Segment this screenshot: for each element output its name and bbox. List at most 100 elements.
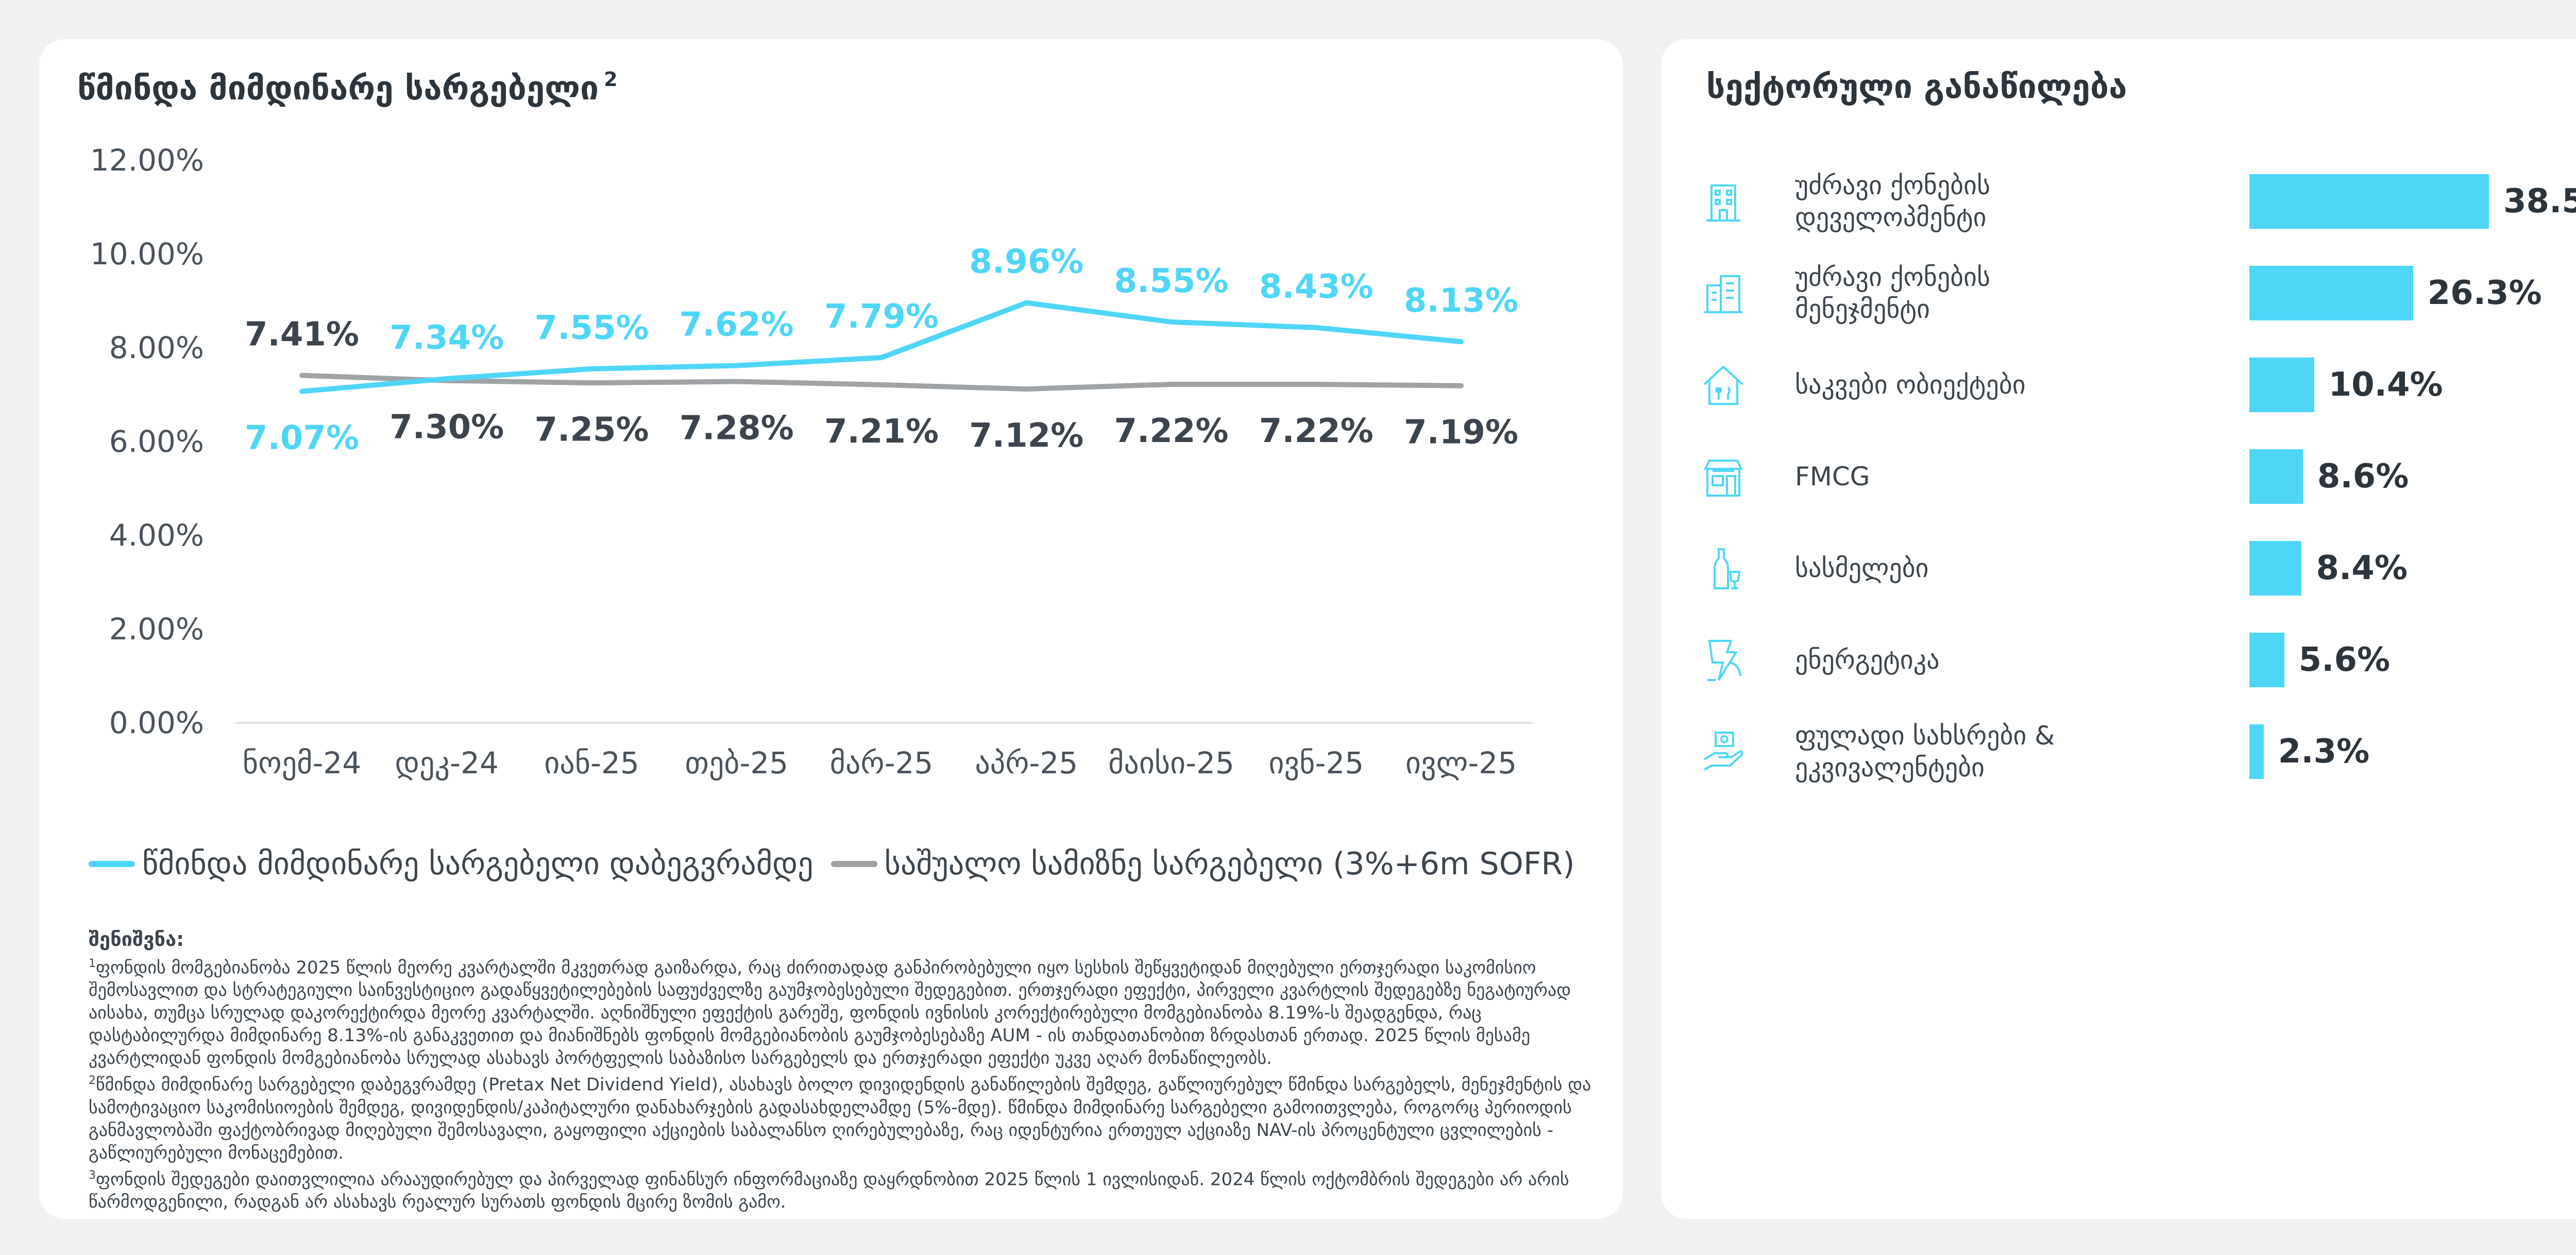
legend-item-target-yield: საშუალო სამიზნე სარგებელი (3%+6m SOFR) [831,846,1575,882]
series-line-target-yield [299,372,1464,392]
data-label-net-yield: 7.62% [680,306,794,344]
data-label-net-yield: 8.55% [1114,262,1228,300]
y-tick-label: 4.00% [109,518,204,553]
sector-bar [2249,449,2303,504]
footnote-1-text: ფონდის მომგებიანობა 2025 წლის მეორე კვარ… [89,957,1571,1069]
sector-bar [2249,541,2302,596]
y-tick-label: 8.00% [109,330,204,365]
legend-swatch-target-yield [831,861,877,867]
data-label-target-yield: 7.21% [824,413,939,451]
sector-value: 26.3% [2427,274,2542,312]
x-tick-label: აპრ-25 [975,745,1078,781]
legend-item-net-yield: წმინდა მიმდინარე სარგებელი დაბეგვრამდე [89,846,814,882]
yield-line-chart: 0.00% 2.00% 4.00% 6.00% 8.00% 10.00% 12.00% ნო… [90,143,1533,781]
data-label-target-yield: 7.19% [1404,414,1518,452]
sector-label: უძრავი ქონების მენეჯმენტი [1795,262,1991,324]
sector-card-title: სექტორული განაწილება [1706,68,2127,106]
buildings-icon [1704,275,1742,313]
sector-bar [2249,358,2314,412]
y-tick-label: 6.00% [109,424,204,459]
chart-card-title: წმინდა მიმდინარე სარგებელი 2 [77,68,618,108]
data-label-target-yield: 7.22% [1259,412,1374,450]
sector-value: 2.3% [2278,733,2370,771]
legend-swatch-net-yield [89,861,135,867]
data-label-target-yield: 7.22% [1114,412,1228,450]
footnote-3-text: ფონდის შედეგები დაითვლილია არააუდირებულ … [89,1168,1569,1212]
series-lines [299,300,1464,394]
footnote-3: 3ფონდის შედეგები დაითვლილია არააუდირებულ… [89,1164,1614,1213]
footnote-1: 1ფონდის მომგებიანობა 2025 წლის მეორე კვა… [89,953,1614,1070]
sector-row-fmcg: FMCG 8.6% [1661,443,2576,525]
data-label-target-yield: 7.28% [680,410,794,448]
sector-bar [2249,174,2489,229]
sector-label: უძრავი ქონების დეველოპმენტი [1795,171,1991,232]
x-tick-label: დეკ-24 [395,745,499,781]
sector-bar [2249,266,2413,320]
footnote-3-marker: 3 [89,1168,96,1182]
data-label-target-yield: 7.25% [534,411,649,449]
y-tick-label: 2.00% [109,612,204,647]
footnotes-title: შენიშვნა: [89,928,184,951]
data-label-target-yield: 7.30% [389,409,504,447]
y-tick-label: 0.00% [109,705,204,740]
sector-row-beverages: სასმელები 8.4% [1661,535,2576,617]
chart-title-text: წმინდა მიმდინარე სარგებელი [77,70,599,108]
sector-bar [2249,724,2264,779]
footnote-1-marker: 1 [89,957,96,970]
footnote-2-marker: 2 [89,1074,96,1088]
footnote-2-text: წმინდა მიმდინარე სარგებელი დაბეგვრამდე (… [89,1074,1591,1163]
data-labels: 7.07% 7.41% 7.34% 7.30% 7.55% 7.25% 7.62% 7.28%… [245,243,1518,457]
x-tick-label: თებ-25 [685,745,788,781]
bottle-glass-icon [1714,548,1741,589]
cash-hand-icon [1703,732,1743,771]
y-tick-label: 10.00% [90,236,204,272]
x-tick-label: ივლ-25 [1405,745,1517,781]
sector-bar [2249,633,2284,687]
yield-chart-card: წმინდა მიმდინარე სარგებელი 2 0.00% 2.00% 4.… [39,39,1623,1219]
legend-label-target-yield: საშუალო სამიზნე სარგებელი (3%+6m SOFR) [884,846,1575,882]
x-tick-label: მაისი-25 [1108,745,1234,781]
title-footnote-marker: 2 [604,68,618,91]
x-tick-label: ივნ-25 [1268,745,1364,781]
restaurant-icon [1703,365,1743,405]
data-label-net-yield: 8.43% [1259,268,1374,306]
sector-row-cash-equivalents: ფულადი სახსრები & ეკვივალენტები 2.3% [1661,718,2576,801]
x-tick-label: იან-25 [544,745,639,781]
sector-row-energy: ენერგეტიკა 5.6% [1661,626,2576,709]
sector-row-real-estate-management: უძრავი ქონების მენეჯმენტი 26.3% [1661,260,2576,342]
sector-value: 8.4% [2316,549,2408,587]
data-label-net-yield: 8.96% [969,243,1083,281]
data-label-net-yield: 7.07% [245,419,359,457]
y-axis: 0.00% 2.00% 4.00% 6.00% 8.00% 10.00% 12.00% [90,143,204,740]
data-label-net-yield: 7.34% [389,319,504,357]
y-tick-label: 12.00% [90,143,204,178]
series-line-net-yield [299,300,1464,394]
x-axis: ნოემ-24 დეკ-24 იან-25 თებ-25 მარ-25 აპრ-25 მაი… [243,745,1517,781]
sector-label: ფულადი სახსრები & ეკვივალენტები [1795,721,2055,783]
data-label-target-yield: 7.41% [245,316,359,354]
sector-label: საკვები ობიექტები [1795,370,2026,400]
legend-label-net-yield: წმინდა მიმდინარე სარგებელი დაბეგვრამდე [142,846,814,882]
store-icon [1703,460,1743,497]
x-tick-label: ნოემ-24 [243,745,361,781]
sector-allocation-card: სექტორული განაწილება უძრავი ქონების დევე… [1661,39,2576,1219]
sector-value: 10.4% [2328,366,2443,404]
footnotes: შენიშვნა: 1ფონდის მომგებიანობა 2025 წლის… [89,928,1614,1213]
sector-label: სასმელები [1795,553,1929,583]
data-label-net-yield: 7.55% [534,309,649,347]
data-label-net-yield: 8.13% [1404,282,1518,320]
data-label-target-yield: 7.12% [969,417,1083,455]
sector-value: 38.5% [2503,182,2576,221]
sector-value: 8.6% [2317,457,2409,496]
sector-row-food-establishments: საკვები ობიექტები 10.4% [1661,351,2576,434]
sector-label: FMCG [1795,462,1870,491]
sector-label: ენერგეტიკა [1795,645,1940,675]
sector-row-real-estate-development: უძრავი ქონების დეველოპმენტი 38.5% [1661,168,2576,250]
energy-icon [1707,640,1741,681]
building-icon [1706,184,1740,222]
x-tick-label: მარ-25 [830,745,934,781]
chart-legend: წმინდა მიმდინარე სარგებელი დაბეგვრამდე ს… [89,846,1592,882]
sector-value: 5.6% [2298,641,2391,679]
data-label-net-yield: 7.79% [824,298,939,336]
footnote-2: 2წმინდა მიმდინარე სარგებელი დაბეგვრამდე … [89,1070,1614,1164]
